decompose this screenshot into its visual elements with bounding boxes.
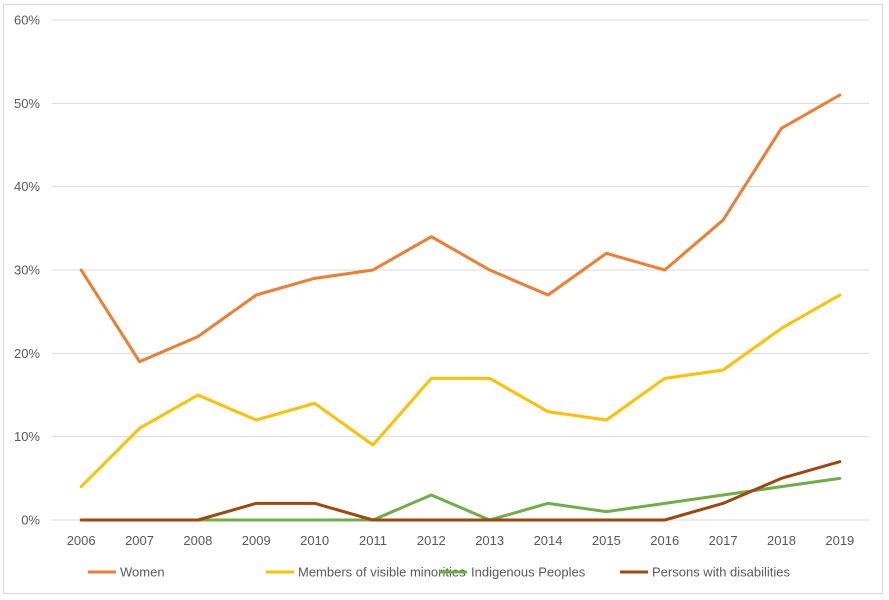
y-tick-label: 0% — [21, 513, 40, 528]
x-tick-label: 2012 — [417, 533, 446, 548]
x-tick-label: 2013 — [475, 533, 504, 548]
y-tick-label: 20% — [14, 346, 40, 361]
x-tick-label: 2008 — [183, 533, 212, 548]
gridlines — [52, 20, 869, 520]
series-line — [81, 462, 840, 520]
legend-label: Persons with disabilities — [652, 565, 791, 580]
y-tick-label: 50% — [14, 96, 40, 111]
series-line — [81, 95, 840, 362]
line-chart: 0% 10% 20% 30% 40% 50% 60% 2006 2007 2008 2009 201… — [4, 5, 884, 595]
chart-frame: 0% 10% 20% 30% 40% 50% 60% 2006 2007 2008 2009 201… — [3, 4, 883, 594]
series-line — [198, 478, 840, 520]
y-tick-label: 10% — [14, 429, 40, 444]
legend-item: Members of visible minorities — [266, 565, 466, 580]
legend-label: Women — [120, 565, 165, 580]
legend: Women Members of visible minorities Indige… — [88, 565, 791, 580]
x-tick-label: 2014 — [534, 533, 563, 548]
series-indigenous-peoples — [198, 478, 840, 520]
x-tick-label: 2006 — [67, 533, 96, 548]
series-persons-with-disabilities — [81, 462, 840, 520]
x-tick-label: 2017 — [709, 533, 738, 548]
x-tick-label: 2011 — [359, 533, 387, 548]
series-women — [81, 95, 840, 362]
x-tick-label: 2007 — [125, 533, 154, 548]
y-tick-label: 60% — [14, 13, 40, 28]
y-tick-label: 40% — [14, 179, 40, 194]
x-tick-label: 2010 — [300, 533, 329, 548]
y-tick-label: 30% — [14, 263, 40, 278]
x-axis-ticks: 2006 2007 2008 2009 2010 2011 2012 2013 2014 2015… — [67, 533, 855, 548]
x-tick-label: 2009 — [242, 533, 271, 548]
x-tick-label: 2018 — [767, 533, 796, 548]
x-tick-label: 2016 — [650, 533, 679, 548]
series-lines — [81, 95, 840, 520]
x-tick-label: 2015 — [592, 533, 621, 548]
y-axis-ticks: 0% 10% 20% 30% 40% 50% 60% — [14, 13, 40, 528]
series-members-of-visible-minorities — [81, 295, 840, 487]
legend-label: Indigenous Peoples — [471, 565, 586, 580]
x-tick-label: 2019 — [825, 533, 854, 548]
series-line — [81, 295, 840, 487]
legend-item: Persons with disabilities — [620, 565, 791, 580]
legend-item: Women — [88, 565, 165, 580]
